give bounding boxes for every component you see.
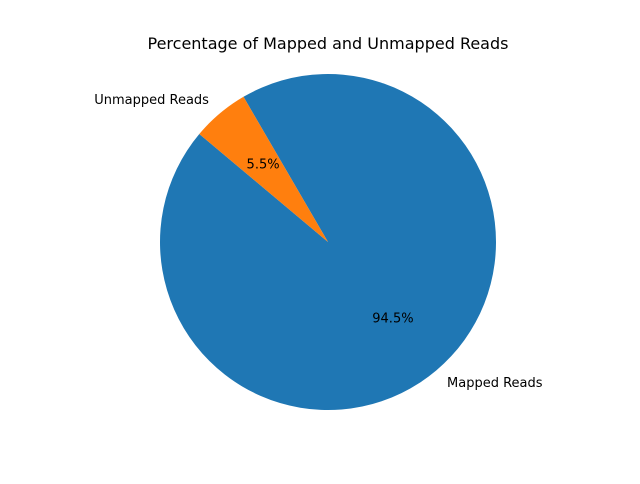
slice-label: Mapped Reads xyxy=(447,376,543,391)
slice-label: Unmapped Reads xyxy=(94,93,209,108)
pie-slices xyxy=(160,74,497,410)
slice-percentage-label: 94.5% xyxy=(372,312,413,327)
pie-slice-mapped-reads xyxy=(160,74,497,410)
pie-labels: Mapped Reads 94.5% Unmapped Reads 5.5% xyxy=(94,93,543,391)
chart-title: Percentage of Mapped and Unmapped Reads xyxy=(148,34,509,53)
pie-slice-unmapped-reads xyxy=(199,96,328,242)
slice-percentage-label: 5.5% xyxy=(247,157,280,172)
